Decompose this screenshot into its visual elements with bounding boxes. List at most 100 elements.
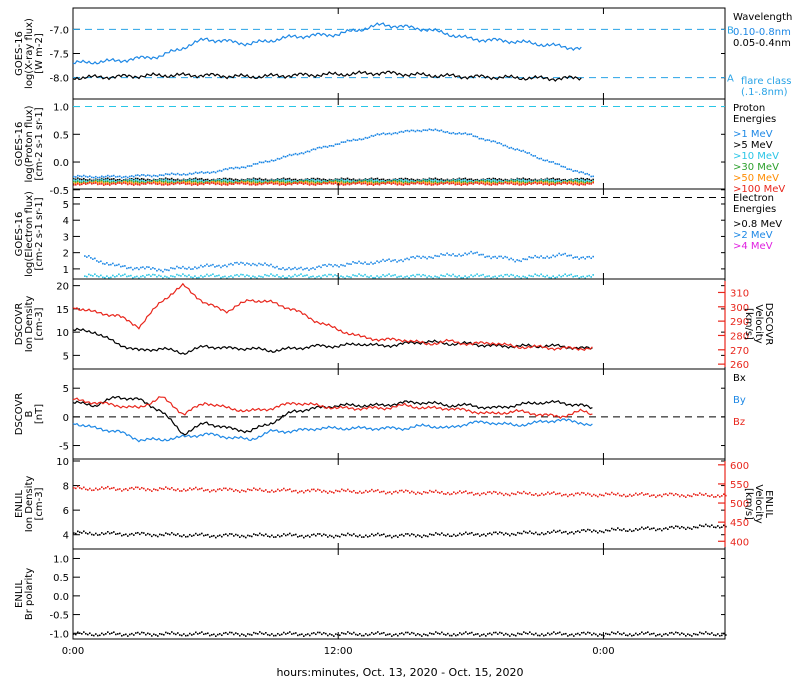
data-point-5 — [494, 183, 497, 186]
data-point-3 — [194, 180, 197, 183]
data-point-0 — [673, 527, 675, 529]
data-point-0 — [647, 631, 649, 634]
data-point-0 — [225, 631, 227, 634]
data-point-2 — [424, 179, 427, 182]
data-point-0 — [647, 526, 649, 528]
data-point-0 — [217, 535, 219, 537]
data-point-1 — [386, 179, 389, 181]
data-point-0 — [179, 634, 181, 636]
data-point-0 — [314, 277, 316, 280]
data-point-1 — [457, 491, 459, 494]
data-point-2 — [584, 180, 586, 183]
data-point-2 — [82, 179, 85, 182]
data-point-0 — [401, 533, 403, 536]
data-point-1 — [406, 178, 409, 180]
data-point-1 — [77, 485, 79, 488]
data-point-2 — [320, 180, 323, 183]
data-point-4 — [240, 180, 243, 183]
data-point-0 — [547, 632, 549, 635]
data-point-3 — [138, 181, 141, 184]
data-point-1 — [248, 263, 250, 265]
data-point-0 — [528, 152, 531, 154]
data-point-4 — [250, 182, 253, 185]
data-point-4 — [98, 181, 101, 184]
data-point-0 — [526, 152, 529, 154]
y-axis-label-line: DSCOVR — [14, 303, 25, 346]
data-point-1 — [238, 179, 241, 182]
data-point-2 — [80, 180, 83, 182]
data-point-0 — [159, 633, 161, 635]
data-point-0 — [637, 529, 639, 531]
y-tick-label: 1.0 — [53, 554, 69, 565]
data-point-0 — [89, 531, 91, 534]
data-point-0 — [657, 633, 659, 636]
data-point-1 — [315, 490, 317, 492]
data-point-0 — [355, 633, 357, 636]
data-point-3 — [136, 180, 139, 183]
data-point-4 — [192, 182, 195, 184]
data-point-1 — [302, 268, 304, 271]
data-point-0 — [300, 273, 302, 275]
data-point-1 — [483, 492, 485, 494]
data-point-0 — [590, 175, 592, 178]
data-point-4 — [490, 183, 493, 185]
data-point-5 — [472, 183, 475, 185]
data-point-4 — [386, 181, 389, 183]
data-point-1 — [567, 495, 569, 498]
data-point-0 — [631, 530, 633, 533]
data-point-5 — [202, 183, 205, 186]
data-point-1 — [466, 178, 469, 181]
data-point-0 — [369, 535, 371, 537]
data-point-1 — [570, 254, 572, 257]
data-point-1 — [659, 494, 661, 496]
data-point-1 — [316, 177, 319, 180]
data-point-0 — [109, 532, 111, 535]
data-point-0 — [506, 273, 508, 276]
data-point-0 — [167, 632, 169, 635]
data-point-5 — [272, 183, 275, 185]
legend-title: Proton — [733, 103, 765, 114]
data-point-0 — [705, 631, 707, 633]
data-point-1 — [460, 178, 463, 181]
data-point-0 — [553, 529, 555, 532]
data-point-1 — [504, 255, 506, 258]
data-point-4 — [540, 180, 543, 183]
data-point-0 — [460, 133, 463, 135]
data-point-0 — [713, 526, 715, 528]
data-point-0 — [233, 633, 235, 636]
data-point-0 — [175, 534, 177, 537]
data-point-0 — [450, 132, 453, 135]
data-point-0 — [435, 532, 437, 534]
data-point-5 — [332, 183, 335, 185]
data-point-1 — [116, 264, 118, 267]
data-point-0 — [303, 635, 305, 637]
data-point-1 — [212, 263, 214, 266]
data-point-0 — [134, 174, 137, 177]
y-axis-label-line: [cm-2 s-1 sr-1] — [34, 197, 45, 270]
data-point-0 — [220, 170, 223, 172]
data-point-0 — [353, 631, 355, 634]
data-point-0 — [617, 631, 619, 633]
data-point-0 — [635, 632, 637, 635]
data-point-1 — [430, 178, 433, 180]
data-point-1 — [683, 495, 685, 497]
data-point-2 — [398, 178, 401, 181]
data-point-0 — [635, 527, 637, 530]
data-point-4 — [256, 182, 259, 185]
data-point-0 — [136, 275, 138, 278]
data-point-0 — [194, 171, 197, 174]
data-point-5 — [382, 182, 385, 185]
data-point-3 — [288, 181, 291, 183]
data-point-3 — [196, 181, 199, 184]
data-point-0 — [286, 276, 288, 279]
data-point-1 — [247, 488, 249, 491]
right-axis-label-line: ENLIL — [763, 490, 774, 518]
data-point-0 — [87, 633, 89, 636]
data-point-0 — [254, 163, 257, 165]
data-point-0 — [393, 535, 395, 538]
data-point-0 — [589, 529, 591, 531]
data-point-1 — [258, 177, 261, 180]
data-point-0 — [94, 175, 97, 178]
y-axis-label-line: GOES-16 — [14, 122, 25, 167]
